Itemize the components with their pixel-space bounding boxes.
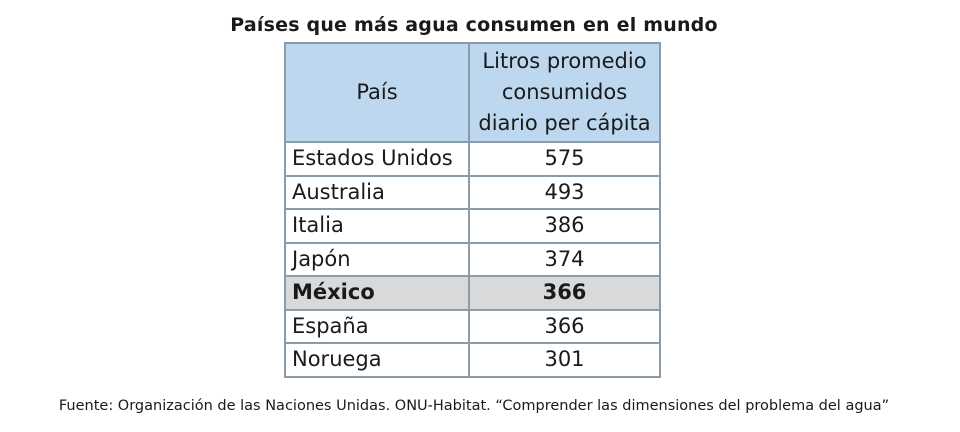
country-cell: Noruega <box>284 342 470 378</box>
source-note: Fuente: Organización de las Naciones Uni… <box>58 398 890 414</box>
country-cell: Italia <box>284 208 470 244</box>
table-row: Australia 493 <box>284 174 661 210</box>
liters-cell: 301 <box>468 342 661 378</box>
table-row: Japón 374 <box>284 241 661 277</box>
table-row: Italia 386 <box>284 208 661 244</box>
water-consumption-table: País Litros promedio consumidos diario p… <box>284 42 661 378</box>
country-cell: España <box>284 308 470 344</box>
liters-cell: 575 <box>468 141 661 177</box>
liters-cell: 366 <box>468 308 661 344</box>
liters-cell: 386 <box>468 208 661 244</box>
country-cell: Estados Unidos <box>284 141 470 177</box>
table-row: España 366 <box>284 308 661 344</box>
table-title: Países que más agua consumen en el mundo <box>230 14 718 36</box>
table-row: Estados Unidos 575 <box>284 141 661 177</box>
liters-cell: 374 <box>468 241 661 277</box>
country-cell: México <box>284 275 470 311</box>
header-row: País Litros promedio consumidos diario p… <box>284 42 661 143</box>
table-row: Noruega 301 <box>284 342 661 378</box>
country-cell: Australia <box>284 174 470 210</box>
liters-cell: 366 <box>468 275 661 311</box>
country-cell: Japón <box>284 241 470 277</box>
header-liters: Litros promedio consumidos diario per cá… <box>468 42 661 143</box>
liters-cell: 493 <box>468 174 661 210</box>
table-row-highlighted: México 366 <box>284 275 661 311</box>
header-country: País <box>284 42 470 143</box>
